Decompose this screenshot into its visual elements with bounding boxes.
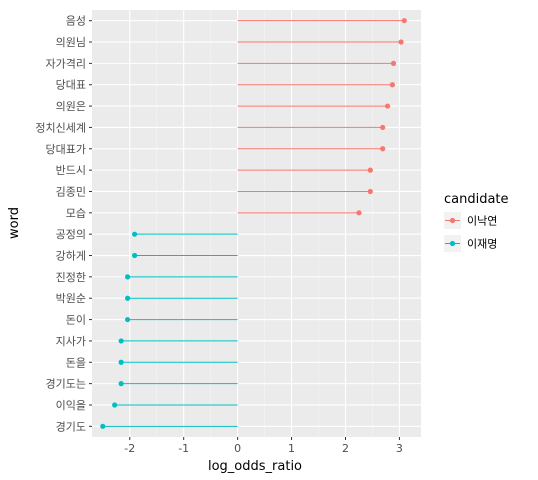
data-point	[367, 188, 373, 195]
legend-label: 이낙연	[467, 215, 497, 228]
data-point	[118, 338, 124, 344]
legend-entry: 이재명	[444, 235, 497, 252]
data-point	[384, 103, 391, 109]
x-tick-label: 0	[234, 442, 241, 455]
data-point	[124, 316, 131, 323]
data-point	[124, 295, 131, 301]
data-point	[112, 402, 118, 408]
y-tick-label: 경기도	[56, 420, 86, 433]
plot-panel	[92, 10, 421, 437]
y-tick-label: 반드시	[56, 164, 86, 177]
data-point	[401, 18, 407, 24]
data-point	[118, 359, 124, 365]
y-tick-label: 김종민	[56, 185, 86, 198]
data-point	[380, 146, 386, 152]
x-tick-label: 3	[396, 442, 403, 455]
data-point	[367, 167, 373, 173]
x-axis-ticks: -2 -1 0 1 2 3	[124, 437, 403, 455]
y-tick-label: 경기도는	[46, 378, 86, 391]
x-tick-label: 1	[288, 442, 295, 455]
x-tick-label: -2	[124, 442, 135, 455]
y-tick-label: 강하게	[56, 249, 86, 263]
minor-gridlines	[156, 10, 373, 437]
y-tick-label: 진정한	[56, 271, 86, 284]
y-tick-label: 박원순	[56, 292, 86, 305]
data-point	[132, 231, 138, 237]
data-point	[390, 60, 397, 66]
data-point	[118, 381, 124, 387]
data-point	[356, 210, 362, 216]
lollipop-points	[100, 18, 407, 429]
y-tick-label: 의원님	[56, 36, 86, 49]
y-tick-label: 자가격리	[46, 57, 86, 70]
y-tick-label: 당대표가	[46, 143, 86, 156]
data-point	[398, 39, 404, 45]
y-axis-title: word	[7, 207, 22, 239]
y-tick-label: 공정의	[56, 228, 86, 241]
y-tick-label: 당대표	[56, 79, 86, 92]
y-tick-label: 정치신세계	[35, 121, 86, 134]
data-point	[124, 274, 131, 280]
y-tick-label: 지사가	[56, 335, 86, 348]
data-point	[132, 252, 138, 259]
data-point	[380, 124, 386, 131]
x-tick-label: -1	[178, 442, 189, 455]
legend-label: 이재명	[467, 238, 497, 251]
legend-entry: 이낙연	[444, 212, 497, 229]
data-point	[100, 423, 106, 429]
legend-key-point	[449, 240, 456, 247]
y-tick-label: 음성	[66, 15, 86, 28]
legend-title: candidate	[444, 192, 509, 207]
x-tick-label: 2	[342, 442, 349, 455]
y-tick-label: 의원은	[56, 100, 86, 113]
lollipop-stems	[102, 20, 405, 427]
y-axis-ticks: 음성의원님자가격리당대표의원은정치신세계당대표가반드시김종민모습공정의강하게진정…	[35, 15, 92, 433]
y-tick-label: 돈이	[66, 314, 86, 327]
y-tick-label: 돈을	[66, 356, 86, 369]
y-tick-label: 모습	[66, 207, 86, 220]
data-point	[389, 82, 396, 88]
x-axis-title: log_odds_ratio	[208, 459, 302, 474]
legend-key-point	[449, 217, 456, 224]
y-tick-label: 이익을	[56, 399, 86, 412]
